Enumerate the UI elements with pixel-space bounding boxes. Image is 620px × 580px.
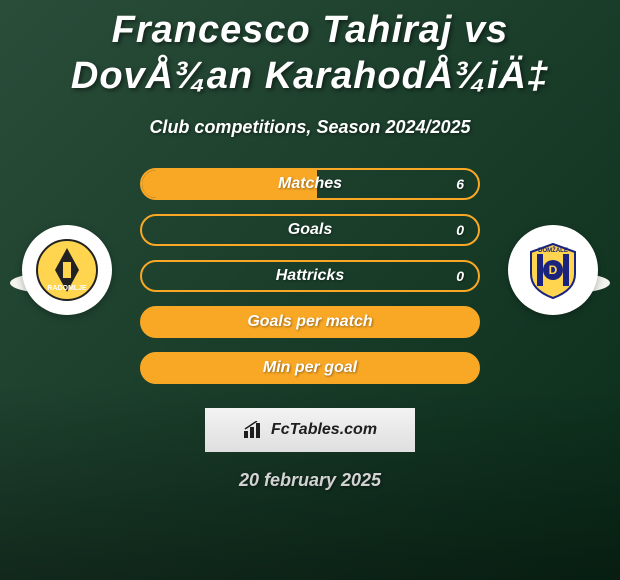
page-title: Francesco Tahiraj vs DovÅ¾an KarahodÅ¾iÄ…	[0, 0, 620, 99]
fctables-brand[interactable]: FcTables.com	[205, 408, 415, 452]
fctables-label: FcTables.com	[271, 421, 377, 439]
svg-text:DOMŽALE: DOMŽALE	[538, 246, 568, 254]
stat-label: Goals	[142, 221, 478, 239]
stat-value: 0	[456, 222, 464, 238]
radomlje-crest-icon: RADOMLJE	[35, 238, 99, 302]
stat-row-goals-per-match: Goals per match	[140, 306, 480, 338]
stats-area: Matches 6 Goals 0 Hattricks 0 Goals per …	[140, 168, 480, 398]
club-logo-left: RADOMLJE	[22, 225, 112, 315]
chart-bars-icon	[243, 421, 265, 439]
subtitle: Club competitions, Season 2024/2025	[0, 117, 620, 138]
stat-row-min-per-goal: Min per goal	[140, 352, 480, 384]
stat-row-matches: Matches 6	[140, 168, 480, 200]
stat-row-goals: Goals 0	[140, 214, 480, 246]
date-label: 20 february 2025	[0, 470, 620, 491]
stat-label: Matches	[142, 175, 478, 193]
svg-text:D: D	[549, 263, 558, 277]
club-logo-right: D DOMŽALE	[508, 225, 598, 315]
stat-label: Min per goal	[142, 359, 478, 377]
svg-text:RADOMLJE: RADOMLJE	[47, 285, 87, 292]
stat-value: 6	[456, 176, 464, 192]
stat-row-hattricks: Hattricks 0	[140, 260, 480, 292]
domzale-crest-icon: D DOMŽALE	[521, 238, 585, 302]
stat-value: 0	[456, 268, 464, 284]
stat-label: Hattricks	[142, 267, 478, 285]
stat-label: Goals per match	[142, 313, 478, 331]
